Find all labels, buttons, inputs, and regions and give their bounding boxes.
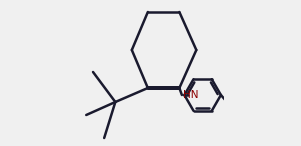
Text: HN: HN: [183, 90, 198, 100]
